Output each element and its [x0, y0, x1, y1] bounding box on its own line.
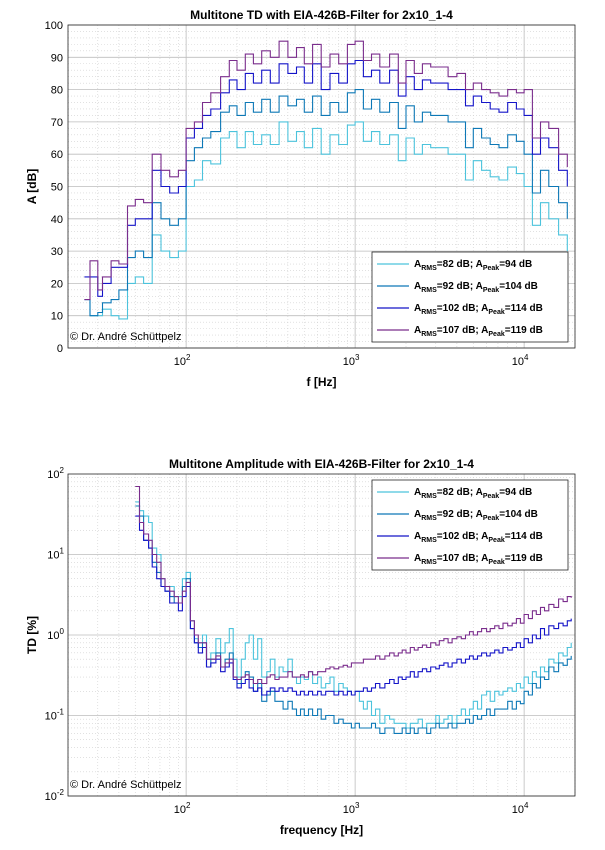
legend-item: ARMS=102 dB; APeak=114 dB — [377, 303, 543, 316]
series-line-3 — [135, 515, 572, 696]
legend-label: ARMS=82 dB; APeak=94 dB — [414, 487, 532, 500]
legend-label: ARMS=92 dB; APeak=104 dB — [414, 509, 538, 522]
legend-label: ARMS=82 dB; APeak=94 dB — [414, 259, 532, 272]
y-tick-label: 40 — [51, 214, 63, 226]
x-tick-labels: 102 103 104 — [174, 801, 529, 816]
legend-item: ARMS=107 dB; APeak=119 dB — [377, 553, 543, 566]
series-line-1 — [84, 121, 568, 320]
y-tick-labels: 0 10 20 30 40 50 60 70 80 90 100 — [45, 20, 63, 355]
x-tick-label: 104 — [512, 801, 529, 816]
y-axis-label: A [dB] — [25, 169, 39, 205]
y-tick-label: 0 — [57, 343, 63, 355]
legend-box — [371, 251, 569, 343]
y-tick-label: 10-1 — [45, 708, 65, 723]
series-line-4 — [135, 485, 572, 685]
y-tick-label: 10 — [51, 311, 63, 323]
legend-label: ARMS=107 dB; APeak=119 dB — [414, 553, 543, 566]
legend-item: ARMS=82 dB; APeak=94 dB — [377, 259, 532, 272]
chart-title: Multitone TD with EIA-426B-Filter for 2x… — [190, 8, 453, 22]
axes-box — [67, 473, 576, 797]
y-tick-label: 50 — [51, 182, 63, 194]
chart-title: Multitone Amplitude with EIA-426B-Filter… — [169, 457, 474, 471]
y-tick-label: 70 — [51, 117, 63, 129]
legend-label: ARMS=102 dB; APeak=114 dB — [414, 303, 543, 316]
y-tick-label: 20 — [51, 278, 63, 290]
y-axis-label: TD [%] — [25, 616, 39, 654]
legend-label: ARMS=107 dB; APeak=119 dB — [414, 325, 543, 338]
y-tick-label: 60 — [51, 149, 63, 161]
series-line-4 — [84, 40, 568, 301]
x-tick-label: 103 — [343, 801, 360, 816]
y-tick-label: 100 — [47, 627, 64, 642]
legend-box — [371, 479, 569, 571]
legend-item: ARMS=82 dB; APeak=94 dB — [377, 487, 532, 500]
series-group — [84, 40, 568, 320]
series-group — [135, 485, 572, 734]
series-line-2 — [84, 89, 568, 317]
x-axis-label: f [Hz] — [307, 375, 337, 389]
chart-1: 0 10 20 30 40 50 60 70 80 90 100 102 103 104 Multitone… — [25, 8, 576, 389]
x-tick-label: 102 — [174, 353, 191, 368]
y-tick-label: 10-2 — [45, 788, 65, 803]
y-tick-labels: 10-2 10-1 100 101 102 — [45, 466, 65, 803]
series-line-3 — [84, 59, 568, 297]
axes-box — [67, 24, 576, 349]
legend-item: ARMS=92 dB; APeak=104 dB — [377, 509, 538, 522]
x-axis-label: frequency [Hz] — [280, 823, 363, 837]
legend: ARMS=82 dB; APeak=94 dB ARMS=92 dB; APeak… — [371, 251, 569, 343]
chart-2: 10-2 10-1 100 101 102 102 103 104 Multitone Ampl… — [25, 457, 576, 837]
copyright-text: © Dr. André Schüttpelz — [70, 331, 181, 343]
legend-label: ARMS=92 dB; APeak=104 dB — [414, 281, 538, 294]
x-tick-label: 102 — [174, 801, 191, 816]
y-tick-label: 101 — [47, 547, 64, 562]
y-tick-label: 100 — [45, 20, 63, 32]
y-tick-label: 30 — [51, 246, 63, 258]
x-tick-label: 103 — [343, 353, 360, 368]
x-tick-labels: 102 103 104 — [174, 353, 529, 368]
legend-item: ARMS=102 dB; APeak=114 dB — [377, 531, 543, 544]
legend: ARMS=82 dB; APeak=94 dB ARMS=92 dB; APeak… — [371, 479, 569, 571]
y-tick-label: 102 — [47, 466, 64, 481]
y-tick-label: 80 — [51, 85, 63, 97]
legend-item: ARMS=107 dB; APeak=119 dB — [377, 325, 543, 338]
x-tick-label: 104 — [512, 353, 529, 368]
y-tick-label: 90 — [51, 52, 63, 64]
legend-label: ARMS=102 dB; APeak=114 dB — [414, 531, 543, 544]
legend-item: ARMS=92 dB; APeak=104 dB — [377, 281, 538, 294]
copyright-text: © Dr. André Schüttpelz — [70, 779, 181, 791]
